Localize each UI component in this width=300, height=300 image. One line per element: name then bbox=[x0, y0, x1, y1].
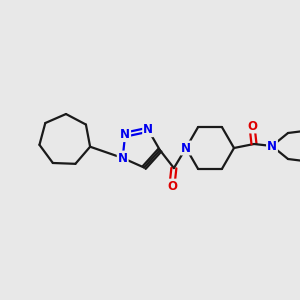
Text: N: N bbox=[120, 128, 130, 141]
Text: O: O bbox=[247, 119, 257, 133]
Text: N: N bbox=[267, 140, 277, 152]
Text: N: N bbox=[118, 152, 128, 164]
Text: O: O bbox=[167, 180, 177, 193]
Text: N: N bbox=[143, 123, 153, 136]
Text: N: N bbox=[181, 142, 191, 154]
